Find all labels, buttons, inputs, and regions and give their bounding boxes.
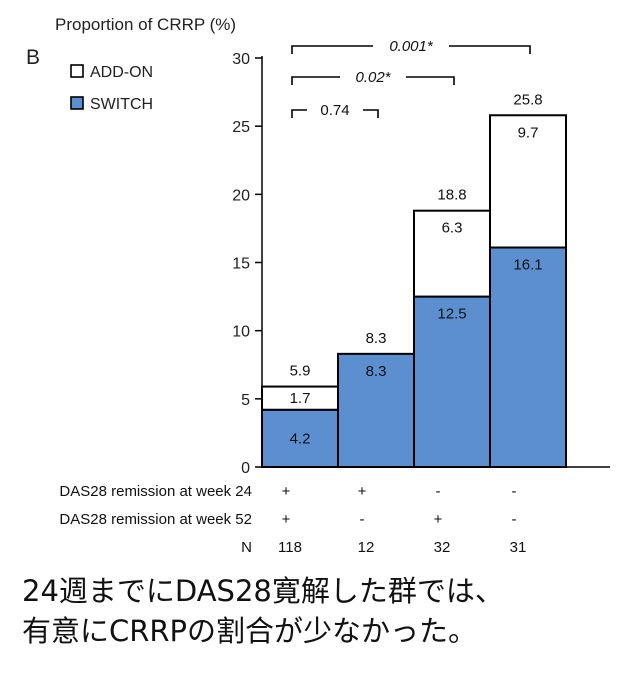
bar-label-add-on: 1.7: [290, 390, 311, 407]
table-cell: 118: [278, 539, 302, 556]
y-axis-title: Proportion of CRRP (%): [55, 15, 236, 34]
comparison-p-value: 0.001*: [389, 38, 434, 55]
legend-swatch-add-on: [70, 64, 84, 78]
comparison-bracket-left: [291, 76, 340, 85]
caption-line-1: 24週までにDAS28寛解した群では、: [22, 574, 504, 608]
table-cell: 32: [434, 539, 451, 556]
panel-label: B: [26, 46, 40, 69]
bar-label-add-on: 6.3: [442, 220, 463, 237]
bar-total-label: 25.8: [513, 91, 542, 108]
y-tick-label: 25: [232, 119, 250, 136]
table-row-label: N: [241, 539, 252, 556]
bar-add-on: [413, 209, 491, 298]
y-tick-label: 20: [232, 187, 250, 204]
bar-label-switch: 4.2: [290, 430, 311, 447]
bar-total-label: 5.9: [290, 363, 311, 380]
legend-swatch-switch: [70, 96, 84, 110]
y-tick-label: 30: [232, 51, 250, 68]
bar-label-switch: 16.1: [513, 257, 542, 274]
table-cell: -: [436, 483, 441, 500]
y-tick-label: 5: [241, 392, 250, 409]
chart: Proportion of CRRP (%) B ADD-ON SWITCH 0…: [26, 15, 610, 556]
table-row-label: DAS28 remission at week 52: [59, 511, 252, 528]
legend-label-add-on: ADD-ON: [90, 64, 153, 81]
bar-label-switch: 12.5: [437, 306, 466, 323]
caption-line-2: 有意にCRRPの割合が少なかった。: [22, 614, 478, 648]
table-cell: 12: [358, 539, 375, 556]
comparison-bracket-left: [291, 45, 373, 54]
y-tick-label: 0: [241, 460, 250, 477]
comparison-bracket-right: [449, 45, 531, 54]
table-cell: -: [360, 511, 365, 528]
comparison-bracket-right: [406, 76, 455, 85]
bar-switch: [337, 352, 415, 468]
legend-label-switch: SWITCH: [90, 96, 153, 113]
comparison-bracket-left: [291, 109, 307, 118]
table-cell: +: [282, 511, 291, 528]
bar-add-on: [489, 114, 567, 249]
comparison-bracket-right: [363, 109, 379, 118]
comparison-p-value: 0.02*: [355, 69, 391, 86]
bar-total-label: 8.3: [366, 330, 387, 347]
table-cell: +: [358, 483, 367, 500]
table-cell: +: [434, 511, 443, 528]
table-cell: -: [512, 483, 517, 500]
table-cell: 31: [510, 539, 527, 556]
plot-area: 0 5 10 15 20 25 30 4.2 1.7 5.9 8.3 8.3 12.5 6.3 18.8 16…: [59, 38, 610, 556]
y-tick-label: 10: [232, 324, 250, 341]
caption: 24週までにDAS28寛解した群では、 有意にCRRPの割合が少なかった。: [22, 571, 622, 651]
bar-total-label: 18.8: [437, 187, 466, 204]
table-cell: +: [282, 483, 291, 500]
table-cell: -: [512, 511, 517, 528]
y-tick-label: 15: [232, 256, 250, 273]
bar-switch: [489, 246, 567, 468]
bar-label-add-on: 9.7: [518, 124, 539, 141]
table-row-label: DAS28 remission at week 24: [59, 483, 252, 500]
comparison-p-value: 0.74: [320, 102, 349, 119]
bar-label-switch: 8.3: [366, 363, 387, 380]
